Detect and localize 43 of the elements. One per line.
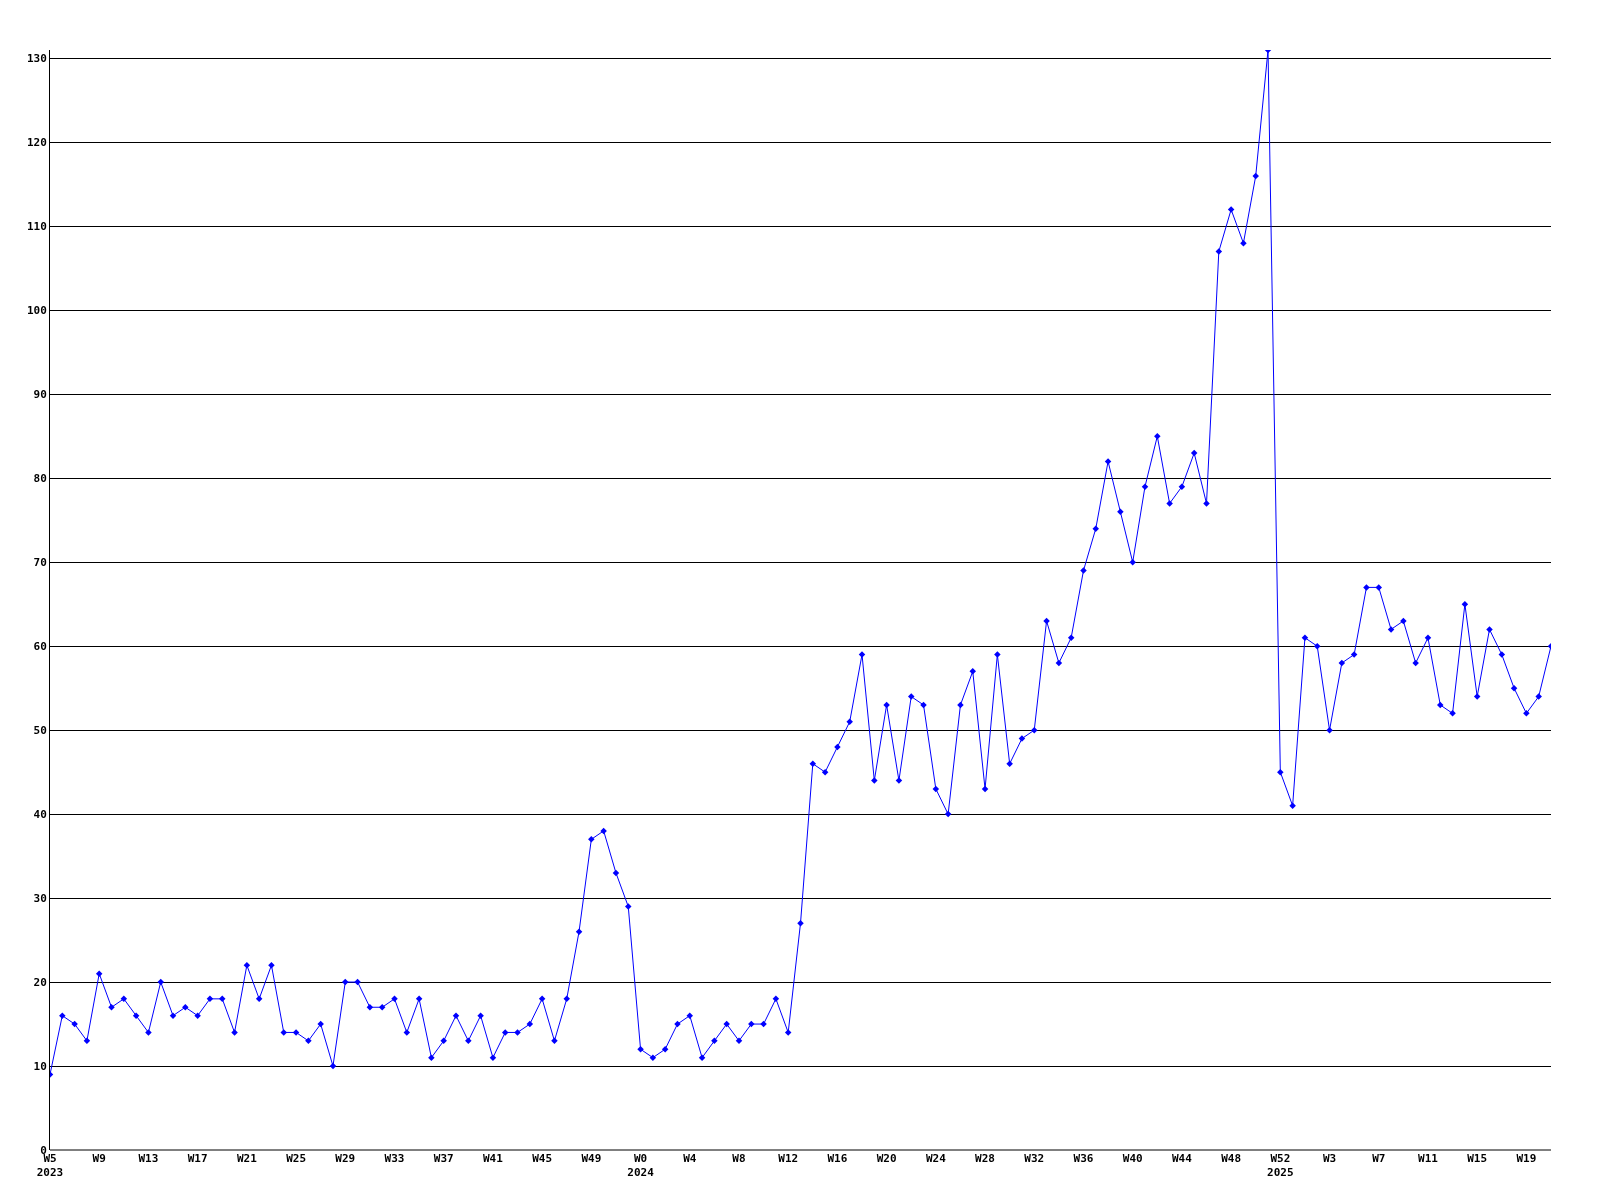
x-tick-label: W13 [138,1152,159,1165]
y-tick-label: 100 [26,304,47,318]
x-tick-label: W49 [581,1152,602,1165]
y-tick-label: 130 [26,52,47,66]
y-tick-label: 90 [33,388,47,402]
x-tick-label: W24 [925,1152,947,1165]
y-tick-label: 30 [33,891,47,905]
x-tick-label: W12 [778,1152,799,1165]
x-tick-label: W3 [1322,1152,1337,1165]
y-tick-label: 60 [33,640,47,654]
x-tick-label: W40 [1122,1152,1143,1165]
x-tick-label: W36 [1073,1152,1094,1165]
x-tick-label: W20 [876,1152,897,1165]
y-tick-label: 120 [26,136,47,150]
y-tick-label: 110 [26,220,47,234]
x-tick-label: W33 [384,1152,405,1165]
x-tick-label: W0 2024 [627,1152,655,1180]
x-tick-label: W9 [92,1152,106,1165]
y-tick-label: 70 [33,556,47,570]
x-tick-label: W15 [1467,1152,1488,1165]
x-tick-label: W48 [1221,1152,1242,1165]
x-tick-label: W52 2025 [1267,1152,1294,1180]
x-tick-label: W19 [1516,1152,1537,1165]
x-tick-label: W44 [1171,1152,1193,1165]
x-tick-label: W28 [975,1152,995,1165]
x-tick-label: W32 [1024,1152,1045,1165]
y-tick-label: 40 [33,807,47,821]
x-tick-label: W21 [236,1152,258,1165]
x-tick-label: W41 [482,1152,504,1165]
x-tick-label: W17 [187,1152,208,1165]
y-tick-label: 80 [33,472,47,486]
x-tick-label: W11 [1418,1152,1439,1165]
x-tick-label: W16 [827,1152,848,1165]
y-tick-label: 50 [33,724,47,737]
y-tick-label: 20 [33,975,47,989]
x-tick-label: W4 [683,1152,697,1165]
y-tick-label: 10 [33,1059,47,1073]
x-tick-label: W25 [286,1152,307,1165]
x-tick-label: W7 [1372,1152,1386,1165]
x-tick-label: W8 [732,1152,746,1165]
x-tick-label: W45 [532,1152,553,1165]
x-tick-label: W37 [433,1152,454,1165]
x-tick-label: W29 [335,1152,356,1165]
